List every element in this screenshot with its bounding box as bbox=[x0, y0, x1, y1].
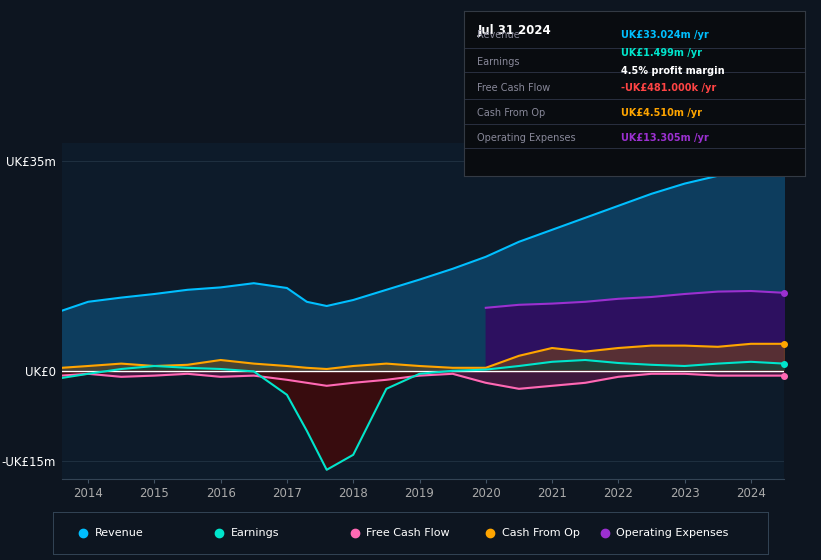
Text: Operating Expenses: Operating Expenses bbox=[617, 529, 728, 538]
Text: 4.5% profit margin: 4.5% profit margin bbox=[621, 67, 724, 77]
Text: Cash From Op: Cash From Op bbox=[478, 108, 546, 118]
Text: Operating Expenses: Operating Expenses bbox=[478, 133, 576, 143]
Text: Revenue: Revenue bbox=[94, 529, 144, 538]
Text: Free Cash Flow: Free Cash Flow bbox=[478, 83, 551, 93]
Text: Earnings: Earnings bbox=[478, 58, 520, 67]
Text: UK£33.024m /yr: UK£33.024m /yr bbox=[621, 30, 709, 40]
Text: -UK£481.000k /yr: -UK£481.000k /yr bbox=[621, 83, 716, 93]
Text: Revenue: Revenue bbox=[478, 30, 521, 40]
Text: UK£4.510m /yr: UK£4.510m /yr bbox=[621, 108, 702, 118]
Text: Free Cash Flow: Free Cash Flow bbox=[366, 529, 450, 538]
Text: Jul 31 2024: Jul 31 2024 bbox=[478, 25, 551, 38]
Text: Earnings: Earnings bbox=[231, 529, 279, 538]
Text: UK£13.305m /yr: UK£13.305m /yr bbox=[621, 133, 709, 143]
Text: Cash From Op: Cash From Op bbox=[502, 529, 580, 538]
Text: UK£1.499m /yr: UK£1.499m /yr bbox=[621, 48, 702, 58]
